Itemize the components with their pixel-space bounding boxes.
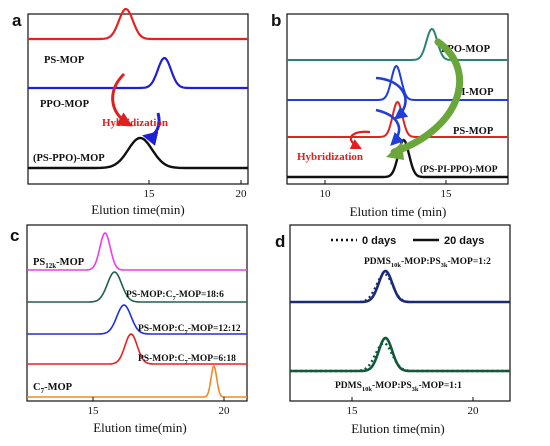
x-axis-title-c: Elution time(min) bbox=[93, 420, 187, 435]
trace-d-3 bbox=[290, 336, 510, 373]
x-tick-label-d-20: 20 bbox=[468, 405, 480, 417]
curves-a bbox=[28, 7, 248, 170]
panel-label-c: c bbox=[10, 226, 19, 245]
curves-d bbox=[290, 269, 510, 373]
x-axis-title-a: Elution time(min) bbox=[91, 202, 185, 217]
curves-c bbox=[27, 232, 247, 398]
x-tick-label-a-15: 15 bbox=[144, 188, 156, 200]
trace-a-0 bbox=[28, 7, 248, 41]
series-label-ppo-mop: PPO-MOP bbox=[40, 99, 90, 110]
series-label-c7-mop: C7-MOP bbox=[33, 382, 73, 395]
series-label-ps12k-mop: PS12k-MOP bbox=[33, 257, 85, 270]
series-label-ratio-12-12: PS-MOP:C7-MOP=12:12 bbox=[138, 324, 241, 336]
series-label-ps-mop-b: PS-MOP bbox=[453, 126, 494, 137]
plot-frame-a bbox=[27, 13, 249, 185]
series-label-pi-mop: PI-MOP bbox=[455, 87, 494, 98]
panel-a: a PS-MOP PPO-MOP (PS-PPO)-MOP Hybridizat… bbox=[12, 7, 249, 217]
hybridization-arrow-blue bbox=[142, 112, 161, 146]
series-label-ps-mop: PS-MOP bbox=[44, 55, 85, 66]
series-label-ratio-18-6: PS-MOP:C7-MOP=18:6 bbox=[126, 290, 224, 302]
series-label-ratio-1-1: PDMS10k-MOP:PS3k-MOP=1:1 bbox=[335, 381, 462, 393]
hybridization-arrow-blue-upper bbox=[375, 76, 409, 120]
legend-d: 0 days 20 days bbox=[331, 235, 484, 247]
trace-a-1 bbox=[28, 57, 248, 90]
x-tick-label-a-20: 20 bbox=[236, 188, 248, 200]
x-axis-title-d: Elution time(min) bbox=[351, 421, 445, 436]
x-tick-label-b-15: 15 bbox=[441, 188, 453, 200]
series-label-ps-pi-ppo-mop: (PS-PI-PPO)-MOP bbox=[420, 164, 498, 175]
plot-frame-d bbox=[289, 224, 511, 402]
hybridization-arrow-blue-lower bbox=[375, 108, 404, 146]
x-axis-d: 15 20 Elution time(min) bbox=[347, 397, 480, 436]
panel-label-d: d bbox=[275, 232, 285, 251]
series-label-ps-ppo-mop: (PS-PPO)-MOP bbox=[33, 153, 105, 164]
x-tick-label-b-10: 10 bbox=[320, 188, 332, 200]
trace-c-3 bbox=[27, 333, 247, 365]
panel-b: b PPO-MOP PI-MOP PS-MOP (PS-PI-PPO)-MOP … bbox=[271, 11, 509, 219]
x-tick-label-d-15: 15 bbox=[347, 405, 359, 417]
trace-b-1 bbox=[287, 64, 508, 101]
trace-b-2 bbox=[287, 100, 508, 138]
trace-b-0 bbox=[287, 27, 508, 61]
trace-c-1 bbox=[27, 271, 247, 303]
x-axis-a: 15 20 Elution time(min) bbox=[91, 180, 247, 217]
trace-c-2 bbox=[27, 304, 247, 335]
series-label-ratio-1-2: PDMS10k-MOP:PS3k-MOP=1:2 bbox=[364, 257, 491, 269]
legend-label-0-days: 0 days bbox=[362, 235, 396, 247]
x-axis-b: 10 15 Elution time (min) bbox=[320, 180, 453, 219]
hybridization-label-a: Hybridization bbox=[102, 117, 168, 129]
trace-c-4 bbox=[27, 364, 247, 398]
trace-d-1 bbox=[290, 269, 510, 304]
x-axis-title-b: Elution time (min) bbox=[350, 204, 447, 219]
x-tick-label-c-15: 15 bbox=[88, 405, 100, 417]
x-axis-c: 15 20 Elution time(min) bbox=[88, 397, 231, 435]
hybridization-arrow-green-head bbox=[386, 142, 404, 160]
legend-label-20-days: 20 days bbox=[444, 235, 484, 247]
plot-frame-c bbox=[26, 224, 248, 402]
hybridization-arrow-red-b bbox=[349, 130, 371, 149]
hybridization-arrow-red bbox=[111, 72, 133, 127]
trace-a-2 bbox=[28, 136, 248, 170]
hybridization-arrow-green bbox=[390, 38, 464, 156]
trace-c-0 bbox=[27, 232, 247, 271]
hybridization-label-b: Hybridization bbox=[297, 151, 363, 163]
panel-c: c PS12k-MOP PS-MOP:C7-MOP=18:6 PS-MOP:C7… bbox=[10, 224, 248, 435]
x-tick-label-c-20: 20 bbox=[219, 405, 231, 417]
series-label-ppo-mop-b: PPO-MOP bbox=[441, 44, 491, 55]
panel-label-a: a bbox=[12, 11, 22, 30]
panel-label-b: b bbox=[271, 11, 281, 30]
panel-d: d 0 days 20 days PDMS10k-MOP:PS3k-MOP=1:… bbox=[275, 224, 511, 436]
series-label-ratio-6-18: PS-MOP:C7-MOP=6:18 bbox=[138, 354, 236, 366]
